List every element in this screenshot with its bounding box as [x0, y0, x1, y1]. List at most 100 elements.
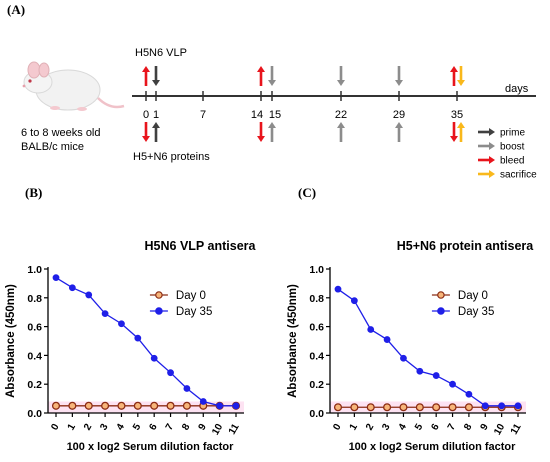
x-tick-label-4: 4 [397, 422, 410, 433]
y-tick-label-0.0: 0.0 [309, 408, 324, 420]
data-point-4 [399, 403, 408, 412]
protein-bleed-arrow-day14-shaft [259, 122, 263, 137]
vlp-boost-arrow-day29-shaft [397, 66, 401, 81]
timeline-tick-label-35: 35 [451, 109, 463, 121]
data-point-4 [117, 401, 126, 410]
y-tick-label-0.4: 0.4 [309, 350, 324, 362]
vlp-bleed-arrow-day0-shaft [144, 71, 148, 86]
x-tick-label-6: 6 [147, 422, 160, 433]
data-point-1 [350, 403, 359, 412]
vlp-bleed-arrow-day0-head [142, 66, 150, 72]
data-point-7 [448, 403, 457, 412]
protein-boost-arrow-day15 [268, 122, 276, 142]
vlp-prime-arrow-day1 [152, 66, 160, 86]
vlp-boost-arrow-day15 [268, 66, 276, 86]
data-point-6 [432, 403, 441, 412]
data-point-7 [166, 401, 175, 410]
data-point-0 [52, 274, 60, 282]
x-tick-label-3: 3 [380, 422, 393, 433]
legend-marker-0 [155, 291, 163, 299]
data-point-2 [367, 326, 375, 333]
legend-prime-label: prime [500, 128, 525, 139]
y-tick-label-0.8: 0.8 [309, 293, 324, 305]
legend-marker-1 [155, 307, 163, 315]
series-line [55, 277, 236, 407]
legend-marker-1 [437, 307, 445, 315]
protein-bleed-arrow-day35 [450, 122, 458, 142]
data-point-10 [216, 402, 224, 410]
data-point-1 [350, 297, 358, 305]
data-point-1 [68, 401, 77, 410]
legend-boost-arrow-shaft [478, 144, 490, 148]
legend-prime-arrow-head [489, 128, 495, 136]
y-tick-label-1.0: 1.0 [309, 264, 324, 276]
vlp-bleed-arrow-day35-shaft [452, 71, 456, 86]
data-point-8 [464, 403, 473, 412]
protein-sacrifice-arrow-day35 [457, 122, 465, 142]
data-point-3 [383, 403, 392, 412]
x-tick-label-0: 0 [331, 422, 344, 433]
data-point-5 [134, 334, 142, 342]
protein-sacrifice-arrow-day35-head [457, 122, 465, 128]
x-tick-label-2: 2 [364, 422, 377, 433]
data-point-0 [334, 285, 342, 293]
x-tick-label-10: 10 [492, 422, 507, 438]
x-tick-label-5: 5 [131, 422, 144, 433]
baseline-band [48, 401, 244, 413]
data-point-8 [465, 390, 473, 398]
top-group-label: H5N6 VLP [135, 47, 187, 59]
vlp-bleed-arrow-day14 [257, 66, 265, 86]
y-tick-label-0.0: 0.0 [27, 408, 42, 420]
vlp-sacrifice-arrow-day35 [457, 66, 465, 86]
protein-boost-arrow-day22-shaft [339, 127, 343, 142]
protein-boost-arrow-day22 [337, 122, 345, 142]
panel-label-a: (A) [7, 2, 26, 17]
protein-boost-arrow-day29-shaft [397, 127, 401, 142]
x-tick-label-8: 8 [462, 422, 475, 433]
legend-bleed-arrow-head [489, 156, 495, 164]
x-tick-label-4: 4 [115, 422, 128, 433]
vlp-boost-arrow-day29-head [395, 80, 403, 86]
data-point-11 [514, 402, 522, 410]
x-tick-label-7: 7 [164, 422, 177, 433]
legend-marker-0 [437, 291, 445, 299]
vlp-boost-arrow-day15-shaft [270, 66, 274, 81]
y-tick-label-0.2: 0.2 [27, 379, 42, 391]
protein-boost-arrow-day22-head [337, 122, 345, 128]
vlp-boost-arrow-day15-head [268, 80, 276, 86]
y-tick-label-0.4: 0.4 [27, 350, 42, 362]
vlp-boost-arrow-day22 [337, 66, 345, 86]
data-point-9 [481, 402, 489, 410]
x-axis-label: 100 x log2 Serum dilution factor [349, 441, 517, 453]
x-tick-label-11: 11 [227, 422, 242, 437]
legend-sacrifice-arrow-shaft [478, 172, 490, 176]
data-point-4 [118, 320, 125, 328]
vlp-boost-arrow-day22-shaft [339, 66, 343, 81]
protein-bleed-arrow-day14-head [257, 136, 265, 142]
x-axis-label: 100 x log2 Serum dilution factor [67, 441, 235, 453]
x-tick-label-2: 2 [82, 422, 95, 433]
y-tick-label-0.6: 0.6 [27, 322, 42, 334]
legend-label-1: Day 35 [458, 306, 494, 318]
vlp-sacrifice-arrow-day35-shaft [459, 66, 463, 81]
data-point-3 [101, 310, 109, 318]
data-point-7 [167, 369, 174, 377]
data-point-2 [84, 401, 93, 410]
y-axis-label: Absorbance (450nm) [5, 284, 17, 398]
data-point-6 [432, 372, 440, 379]
protein-bleed-arrow-day0-head [142, 136, 150, 142]
vlp-boost-arrow-day22-head [337, 80, 345, 86]
data-point-3 [383, 336, 391, 343]
protein-bleed-arrow-day0-shaft [144, 122, 148, 137]
vlp-bleed-arrow-day35-head [450, 66, 458, 72]
data-point-8 [183, 385, 191, 392]
timeline-tick-label-1: 1 [153, 109, 159, 121]
chart-title-c: H5+N6 protein antisera [396, 239, 534, 253]
data-point-5 [133, 401, 142, 410]
vlp-bleed-arrow-day14-head [257, 66, 265, 72]
legend-bleed-arrow-shaft [478, 158, 490, 162]
data-point-11 [232, 402, 240, 410]
y-tick-label-0.6: 0.6 [309, 322, 324, 334]
panel-label-c: (C) [298, 185, 317, 200]
vlp-bleed-arrow-day0 [142, 66, 150, 86]
